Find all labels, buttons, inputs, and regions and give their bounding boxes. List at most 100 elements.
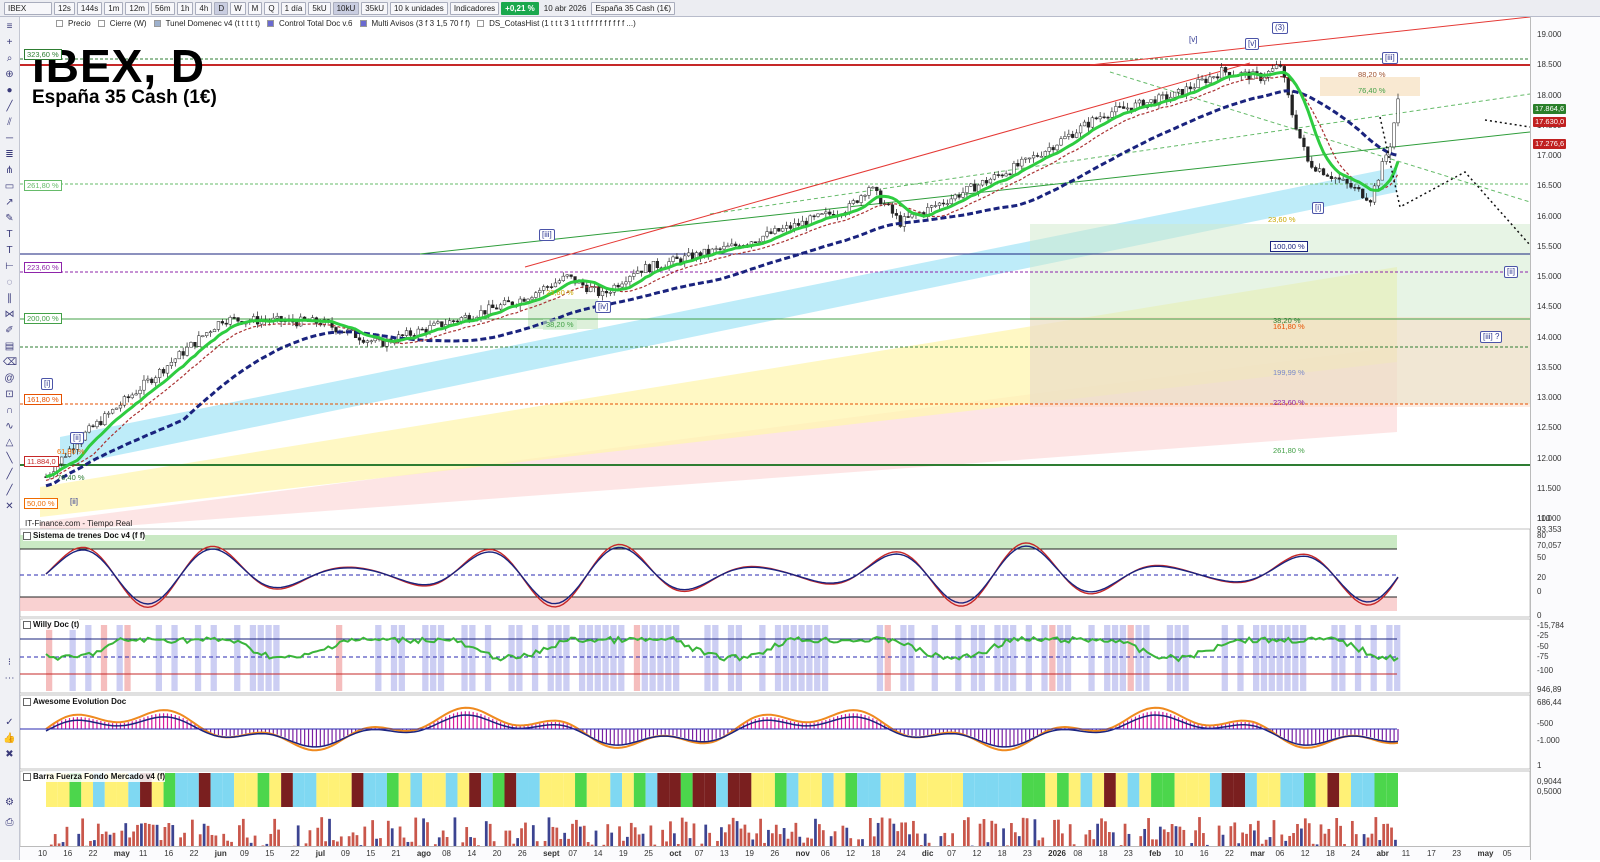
fuerza-zone xyxy=(328,773,340,807)
panel-toggle[interactable] xyxy=(23,531,31,540)
rect-icon[interactable]: ▭ xyxy=(4,181,15,192)
parallel-icon[interactable]: ∥ xyxy=(7,293,12,304)
date-axis[interactable]: 10 16 22 may 11 16 22 jun 09 15 22 jul 09 15 21 ago 08 14… xyxy=(20,846,1530,860)
channel-icon[interactable]: ⫽ xyxy=(7,117,12,128)
text-alt-icon[interactable]: T xyxy=(6,245,13,256)
overlay-cotas[interactable]: DS_CotasHist (1 t t t 3 1 t t f f f f f … xyxy=(477,19,639,28)
pitchfork-icon[interactable]: ⋔ xyxy=(5,165,14,176)
candle-body xyxy=(820,213,824,215)
menu-icon[interactable]: ≡ xyxy=(6,21,13,32)
bulb-icon[interactable]: ● xyxy=(6,85,13,96)
measure-icon[interactable]: ▤ xyxy=(4,341,15,352)
overlay-tunel[interactable]: Tunel Domenec v4 (t t t t t) xyxy=(153,19,263,28)
line-green-icon[interactable]: ╲ xyxy=(6,453,13,464)
close-x-icon[interactable]: ✖ xyxy=(5,749,14,760)
period-selector[interactable]: 1 día xyxy=(280,1,307,15)
wave-label[interactable]: [ii] xyxy=(70,497,78,506)
settings-icon[interactable]: ⚙ xyxy=(5,797,14,808)
panel-toggle[interactable] xyxy=(23,620,31,629)
tf-1h[interactable]: 1h xyxy=(176,1,194,15)
tf-q[interactable]: Q xyxy=(264,1,279,15)
candle-body xyxy=(158,369,162,378)
overlay-price-label: Precio xyxy=(68,18,91,28)
fuerza-bar xyxy=(171,825,175,861)
tf-12m[interactable]: 12m xyxy=(125,1,149,15)
wave-label[interactable]: (3) xyxy=(1272,22,1288,34)
panel-trenes-label[interactable]: Sistema de trenes Doc v4 (f f) xyxy=(23,530,146,541)
tf-12s[interactable]: 12s xyxy=(54,1,75,15)
gann-icon[interactable]: ⋈ xyxy=(4,309,15,320)
tf-d[interactable]: D xyxy=(214,1,229,15)
zoom-in-icon[interactable]: ⊕ xyxy=(5,69,14,80)
chart-area[interactable]: IBEX, D España 35 Cash (1€) IT-Finance.c… xyxy=(19,16,1531,862)
tick-10ku[interactable]: 10kU xyxy=(332,1,360,15)
crosshair-icon[interactable]: + xyxy=(6,37,13,48)
wave-icon[interactable]: ∿ xyxy=(5,421,14,432)
panel-toggle[interactable] xyxy=(23,697,31,706)
pattern-icon[interactable]: ⋯ xyxy=(4,673,15,684)
line-red-icon[interactable]: ╱ xyxy=(6,485,13,496)
wave-label[interactable]: [i] xyxy=(41,378,54,390)
overlay-price[interactable]: Precio xyxy=(56,19,94,28)
wave-label[interactable]: [ii] xyxy=(70,432,84,444)
chart-canvas[interactable] xyxy=(19,16,1531,862)
print-icon[interactable]: ⎙ xyxy=(5,817,14,828)
candle-body xyxy=(400,334,405,336)
tf-m[interactable]: M xyxy=(247,1,263,15)
lock-icon[interactable]: ⊡ xyxy=(5,389,14,400)
spiral-icon[interactable]: @ xyxy=(4,373,15,384)
overlay-avisos[interactable]: Multi Avisos (3 f 3 1,5 70 f f) xyxy=(359,19,474,28)
wave-label[interactable]: [v] xyxy=(1189,35,1198,44)
tick-5ku[interactable]: 5kU xyxy=(308,1,331,15)
tf-1m[interactable]: 1m xyxy=(104,1,124,15)
thumb-icon[interactable]: 👍 xyxy=(3,733,16,744)
trendline-icon[interactable]: ╱ xyxy=(6,101,13,112)
ruler-icon[interactable]: ⊢ xyxy=(5,261,14,272)
panel-toggle[interactable] xyxy=(23,772,31,781)
candle-body xyxy=(671,256,675,262)
tf-144s[interactable]: 144s xyxy=(76,1,103,15)
overlay-close-w[interactable]: Cierre (W) xyxy=(97,19,150,28)
tick-35ku[interactable]: 35kU xyxy=(361,1,388,15)
panel-fuerza-label[interactable]: Barra Fuerza Fondo Mercado v4 (f) xyxy=(23,771,166,782)
willy-bar xyxy=(140,625,147,691)
tf-56m[interactable]: 56m xyxy=(150,1,175,15)
units-selector[interactable]: 10 k unidades xyxy=(389,1,448,15)
pencil-icon[interactable]: ✐ xyxy=(5,325,14,336)
price-axis[interactable]: 19.00018.50018.00017.50017.00016.50016.0… xyxy=(1530,17,1600,860)
wave-label[interactable]: [v] xyxy=(1245,38,1260,50)
arrow-icon[interactable]: ↗ xyxy=(5,197,14,208)
wave-label[interactable]: [i] xyxy=(1312,202,1325,214)
panel-awesome-label[interactable]: Awesome Evolution Doc xyxy=(23,696,127,707)
wave-label[interactable]: [iii] xyxy=(1382,52,1398,64)
overlay-control[interactable]: Control Total Doc v.6 xyxy=(266,19,356,28)
brush-icon[interactable]: ✎ xyxy=(5,213,14,224)
zoom-icon[interactable]: ⌕ xyxy=(6,53,13,64)
tf-w[interactable]: W xyxy=(230,1,246,15)
wave-label[interactable]: [ii] xyxy=(1504,266,1518,278)
fib-icon[interactable]: ≣ xyxy=(5,149,14,160)
wave-label[interactable]: [iii] ? xyxy=(1480,331,1503,343)
magnet-icon[interactable]: ∩ xyxy=(5,405,14,416)
date-tick: 13 xyxy=(719,849,729,858)
cycle-icon[interactable]: ◌ xyxy=(6,277,13,288)
hline-icon[interactable]: ─ xyxy=(5,133,14,144)
indicators-button[interactable]: Indicadores xyxy=(449,1,500,15)
text-icon[interactable]: T xyxy=(6,229,13,240)
triangle-icon[interactable]: △ xyxy=(5,437,14,448)
wave-label[interactable]: [iv] xyxy=(595,301,612,313)
panel-willy-label[interactable]: Willy Doc (t) xyxy=(23,619,80,630)
check-icon[interactable]: ✓ xyxy=(5,717,14,728)
dots-icon[interactable]: ⁝ xyxy=(7,657,12,668)
date-tick: 24 xyxy=(1351,849,1361,858)
candle-body xyxy=(455,320,460,323)
eraser-icon[interactable]: ⌫ xyxy=(3,357,18,368)
fuerza-bar xyxy=(206,825,210,861)
fuerza-bar xyxy=(524,822,527,861)
candle-body xyxy=(1031,155,1036,159)
wave-label[interactable]: [iii] xyxy=(539,229,555,241)
symbol-selector[interactable]: IBEX xyxy=(4,1,52,15)
tf-4h[interactable]: 4h xyxy=(195,1,213,15)
line-green2-icon[interactable]: ╱ xyxy=(6,469,13,480)
trash-icon[interactable]: ✕ xyxy=(5,501,14,512)
